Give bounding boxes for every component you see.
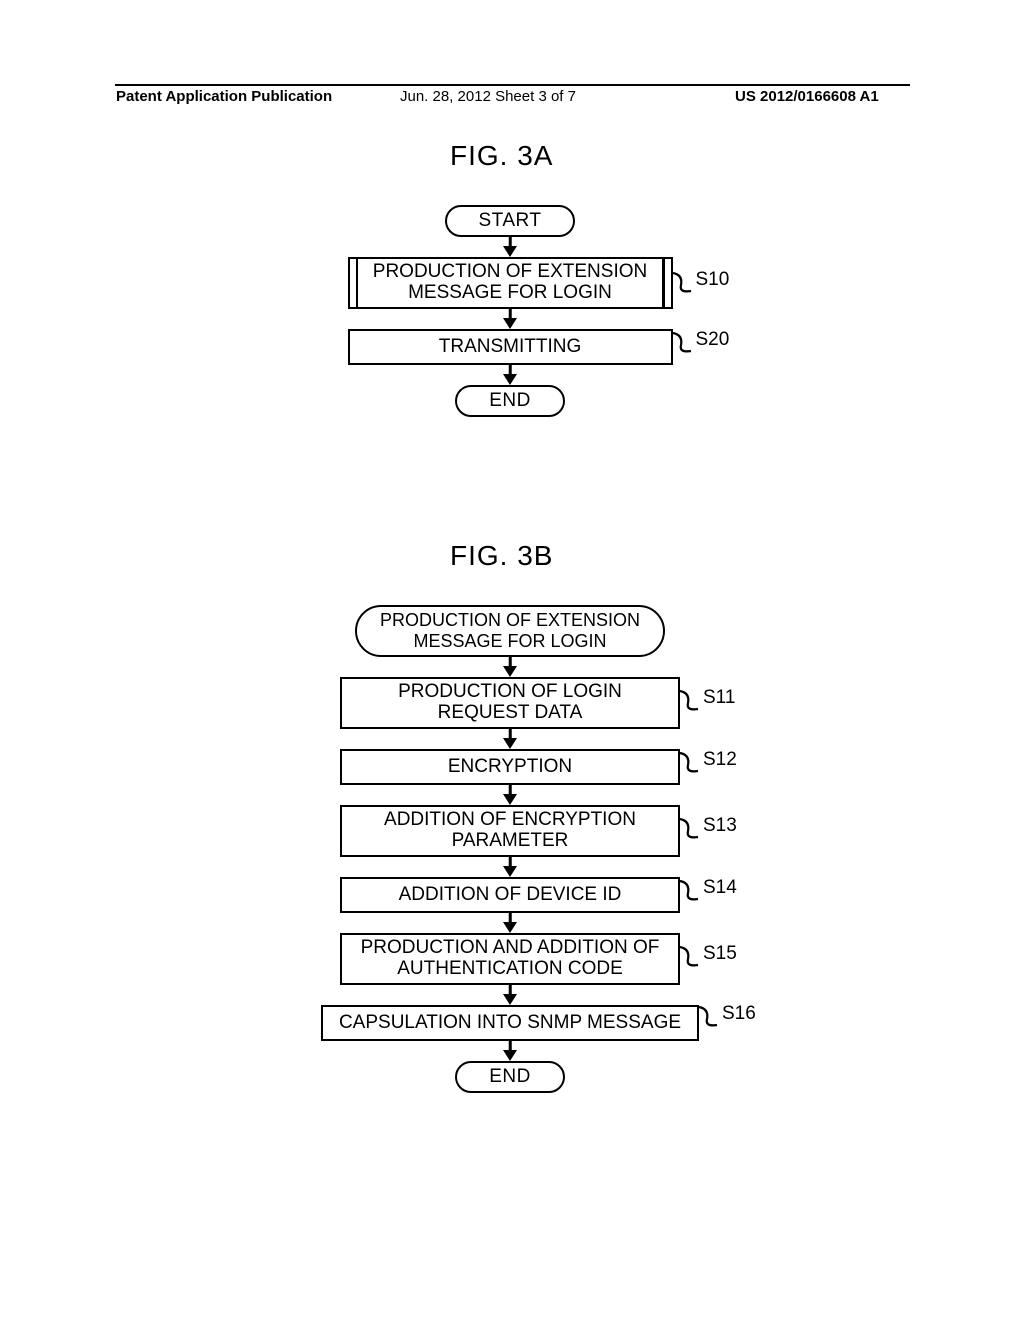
fig-b-step-1-line1: ENCRYPTION xyxy=(448,757,572,778)
curl-icon xyxy=(678,689,704,715)
fig-b-step-0: PRODUCTION OF LOGIN REQUEST DATA xyxy=(340,677,680,729)
fig-a-step-1: TRANSMITTING xyxy=(348,329,673,365)
fig-a-start: START xyxy=(445,205,575,237)
fig-b-step-row-5: CAPSULATION INTO SNMP MESSAGE S16 xyxy=(321,1005,699,1061)
page: Patent Application Publication Jun. 28, … xyxy=(0,0,1024,1320)
curl-icon xyxy=(678,817,704,843)
curl-icon xyxy=(678,879,704,905)
fig-b-step-2-line1: ADDITION OF ENCRYPTION xyxy=(384,810,636,831)
curl-icon xyxy=(697,1005,723,1031)
curl-icon xyxy=(671,331,697,357)
fig-a-step-1-label: S20 xyxy=(696,329,730,351)
fig-a-end-text: END xyxy=(489,390,531,412)
fig-a-start-text: START xyxy=(478,210,541,232)
header-right: US 2012/0166608 A1 xyxy=(735,88,879,105)
fig-b-end: END xyxy=(455,1061,565,1093)
fig-b-start: PRODUCTION OF EXTENSION MESSAGE FOR LOGI… xyxy=(355,605,665,657)
fig-b-step-0-line1: PRODUCTION OF LOGIN xyxy=(398,682,622,703)
fig-b-step-3: ADDITION OF DEVICE ID xyxy=(340,877,680,913)
fig-b-step-0-label: S11 xyxy=(703,687,735,709)
fig-b-step-4: PRODUCTION AND ADDITION OF AUTHENTICATIO… xyxy=(340,933,680,985)
fig-a-step-0-line1: PRODUCTION OF EXTENSION xyxy=(373,262,647,283)
flowchart-b: PRODUCTION OF EXTENSION MESSAGE FOR LOGI… xyxy=(255,605,765,1093)
fig-b-step-3-line1: ADDITION OF DEVICE ID xyxy=(399,885,622,906)
header-left: Patent Application Publication xyxy=(116,88,332,105)
fig-b-step-row-0: PRODUCTION OF LOGIN REQUEST DATA S11 xyxy=(340,677,680,749)
fig-b-step-1-label: S12 xyxy=(703,749,737,771)
fig-a-step-1-line1: TRANSMITTING xyxy=(439,337,582,358)
fig-b-step-2: ADDITION OF ENCRYPTION PARAMETER xyxy=(340,805,680,857)
fig-a-label: FIG. 3A xyxy=(450,140,553,172)
fig-b-start-line1: PRODUCTION OF EXTENSION xyxy=(380,610,640,631)
fig-a-start-row: START xyxy=(445,205,575,257)
fig-b-step-1: ENCRYPTION xyxy=(340,749,680,785)
fig-a-step-0: PRODUCTION OF EXTENSION MESSAGE FOR LOGI… xyxy=(348,257,673,309)
fig-b-start-line2: MESSAGE FOR LOGIN xyxy=(413,631,606,652)
fig-a-step-0-line2: MESSAGE FOR LOGIN xyxy=(408,283,612,304)
fig-b-label: FIG. 3B xyxy=(450,540,553,572)
fig-b-step-5-label: S16 xyxy=(722,1003,756,1025)
fig-b-step-5-line1: CAPSULATION INTO SNMP MESSAGE xyxy=(339,1013,681,1034)
fig-b-end-text: END xyxy=(489,1066,531,1088)
fig-b-step-row-3: ADDITION OF DEVICE ID S14 xyxy=(340,877,680,933)
fig-b-step-row-4: PRODUCTION AND ADDITION OF AUTHENTICATIO… xyxy=(340,933,680,1005)
fig-b-step-4-line2: AUTHENTICATION CODE xyxy=(397,959,623,980)
fig-a-step-0-label: S10 xyxy=(696,269,730,291)
curl-icon xyxy=(671,271,697,297)
fig-b-step-row-2: ADDITION OF ENCRYPTION PARAMETER S13 xyxy=(340,805,680,877)
curl-icon xyxy=(678,945,704,971)
fig-b-step-4-line1: PRODUCTION AND ADDITION OF xyxy=(361,938,660,959)
fig-b-step-0-line2: REQUEST DATA xyxy=(438,703,583,724)
fig-b-step-row-1: ENCRYPTION S12 xyxy=(340,749,680,805)
fig-b-step-4-label: S15 xyxy=(703,943,737,965)
fig-a-end: END xyxy=(455,385,565,417)
flowchart-a: START PRODUCTION OF EXTENSION MESSAGE FO… xyxy=(280,205,740,417)
fig-b-step-2-line2: PARAMETER xyxy=(452,831,569,852)
header-top-line xyxy=(115,84,910,86)
fig-b-step-3-label: S14 xyxy=(703,877,737,899)
fig-a-step-row-1: TRANSMITTING S20 xyxy=(348,329,673,385)
fig-b-step-5: CAPSULATION INTO SNMP MESSAGE xyxy=(321,1005,699,1041)
fig-b-start-row: PRODUCTION OF EXTENSION MESSAGE FOR LOGI… xyxy=(355,605,665,677)
curl-icon xyxy=(678,751,704,777)
header-center: Jun. 28, 2012 Sheet 3 of 7 xyxy=(400,88,576,105)
fig-a-step-row-0: PRODUCTION OF EXTENSION MESSAGE FOR LOGI… xyxy=(348,257,673,329)
fig-b-step-2-label: S13 xyxy=(703,815,737,837)
